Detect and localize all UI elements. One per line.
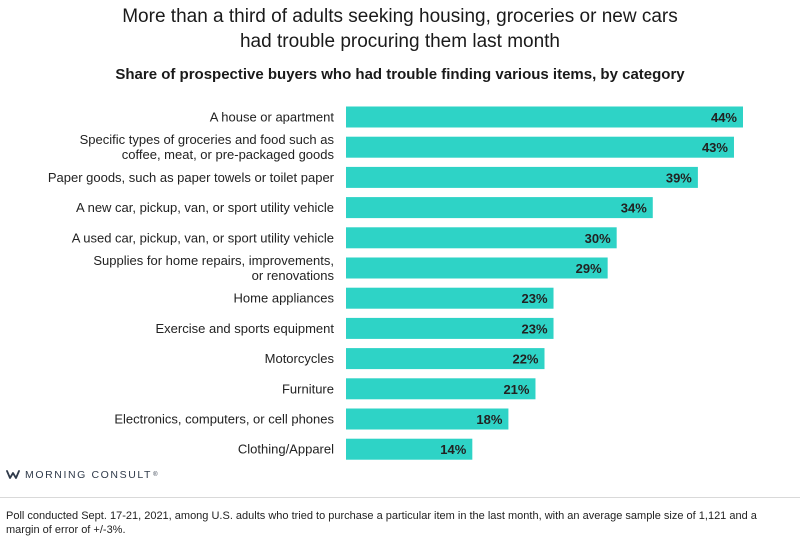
bar-value-label: 23% [521, 321, 547, 336]
bar-value-label: 43% [702, 140, 728, 155]
footer-divider [0, 497, 800, 498]
bar [346, 166, 698, 188]
category-label: Specific types of groceries and food suc… [80, 132, 335, 147]
bar-value-label: 34% [621, 201, 647, 216]
chart-subtitle: Share of prospective buyers who had trou… [115, 66, 685, 83]
bar-value-label: 44% [711, 110, 737, 125]
category-label: or renovations [252, 268, 335, 283]
bar-chart: 44% A house or apartment 43% Specific types… [48, 106, 743, 460]
category-label: Clothing/Apparel [238, 442, 334, 457]
bar-value-label: 14% [440, 442, 466, 457]
bar-value-label: 29% [576, 261, 602, 276]
bar [346, 378, 536, 400]
bar-value-label: 22% [512, 352, 538, 367]
footnote: Poll conducted Sept. 17-21, 2021, among … [6, 510, 757, 536]
category-label: Motorcycles [265, 351, 335, 366]
bar [346, 348, 545, 370]
category-label: Supplies for home repairs, improvements, [93, 253, 334, 268]
category-label: A used car, pickup, van, or sport utilit… [72, 230, 334, 245]
bar [346, 136, 734, 158]
bar-value-label: 21% [503, 382, 529, 397]
bar [346, 408, 509, 430]
bar [346, 257, 608, 279]
bar-value-label: 39% [666, 170, 692, 185]
morning-consult-logo-icon [6, 469, 20, 479]
bar-value-label: 23% [521, 291, 547, 306]
bar-value-label: 30% [585, 231, 611, 246]
category-label: Furniture [282, 381, 334, 396]
bar [346, 227, 617, 249]
chart-title: More than a third of adults seeking hous… [0, 4, 800, 54]
category-label: A new car, pickup, van, or sport utility… [76, 200, 334, 215]
category-label: Exercise and sports equipment [156, 321, 335, 336]
chart-title-line-1: More than a third of adults seeking hous… [122, 6, 678, 27]
bar-value-label: 18% [476, 412, 502, 427]
bar [346, 106, 743, 128]
category-label: Electronics, computers, or cell phones [114, 412, 334, 427]
bar [346, 287, 554, 309]
category-label: Paper goods, such as paper towels or toi… [48, 170, 335, 185]
brand-logo: MORNING CONSULT ® [6, 469, 157, 481]
bar [346, 438, 473, 460]
bar [346, 317, 554, 339]
category-label: A house or apartment [210, 110, 335, 125]
category-label: coffee, meat, or pre-packaged goods [122, 147, 335, 162]
brand-trademark: ® [153, 472, 158, 478]
bar [346, 197, 653, 219]
category-label: Home appliances [234, 291, 335, 306]
chart-title-line-2: had trouble procuring them last month [239, 31, 560, 52]
brand-name: MORNING CONSULT [25, 469, 153, 481]
